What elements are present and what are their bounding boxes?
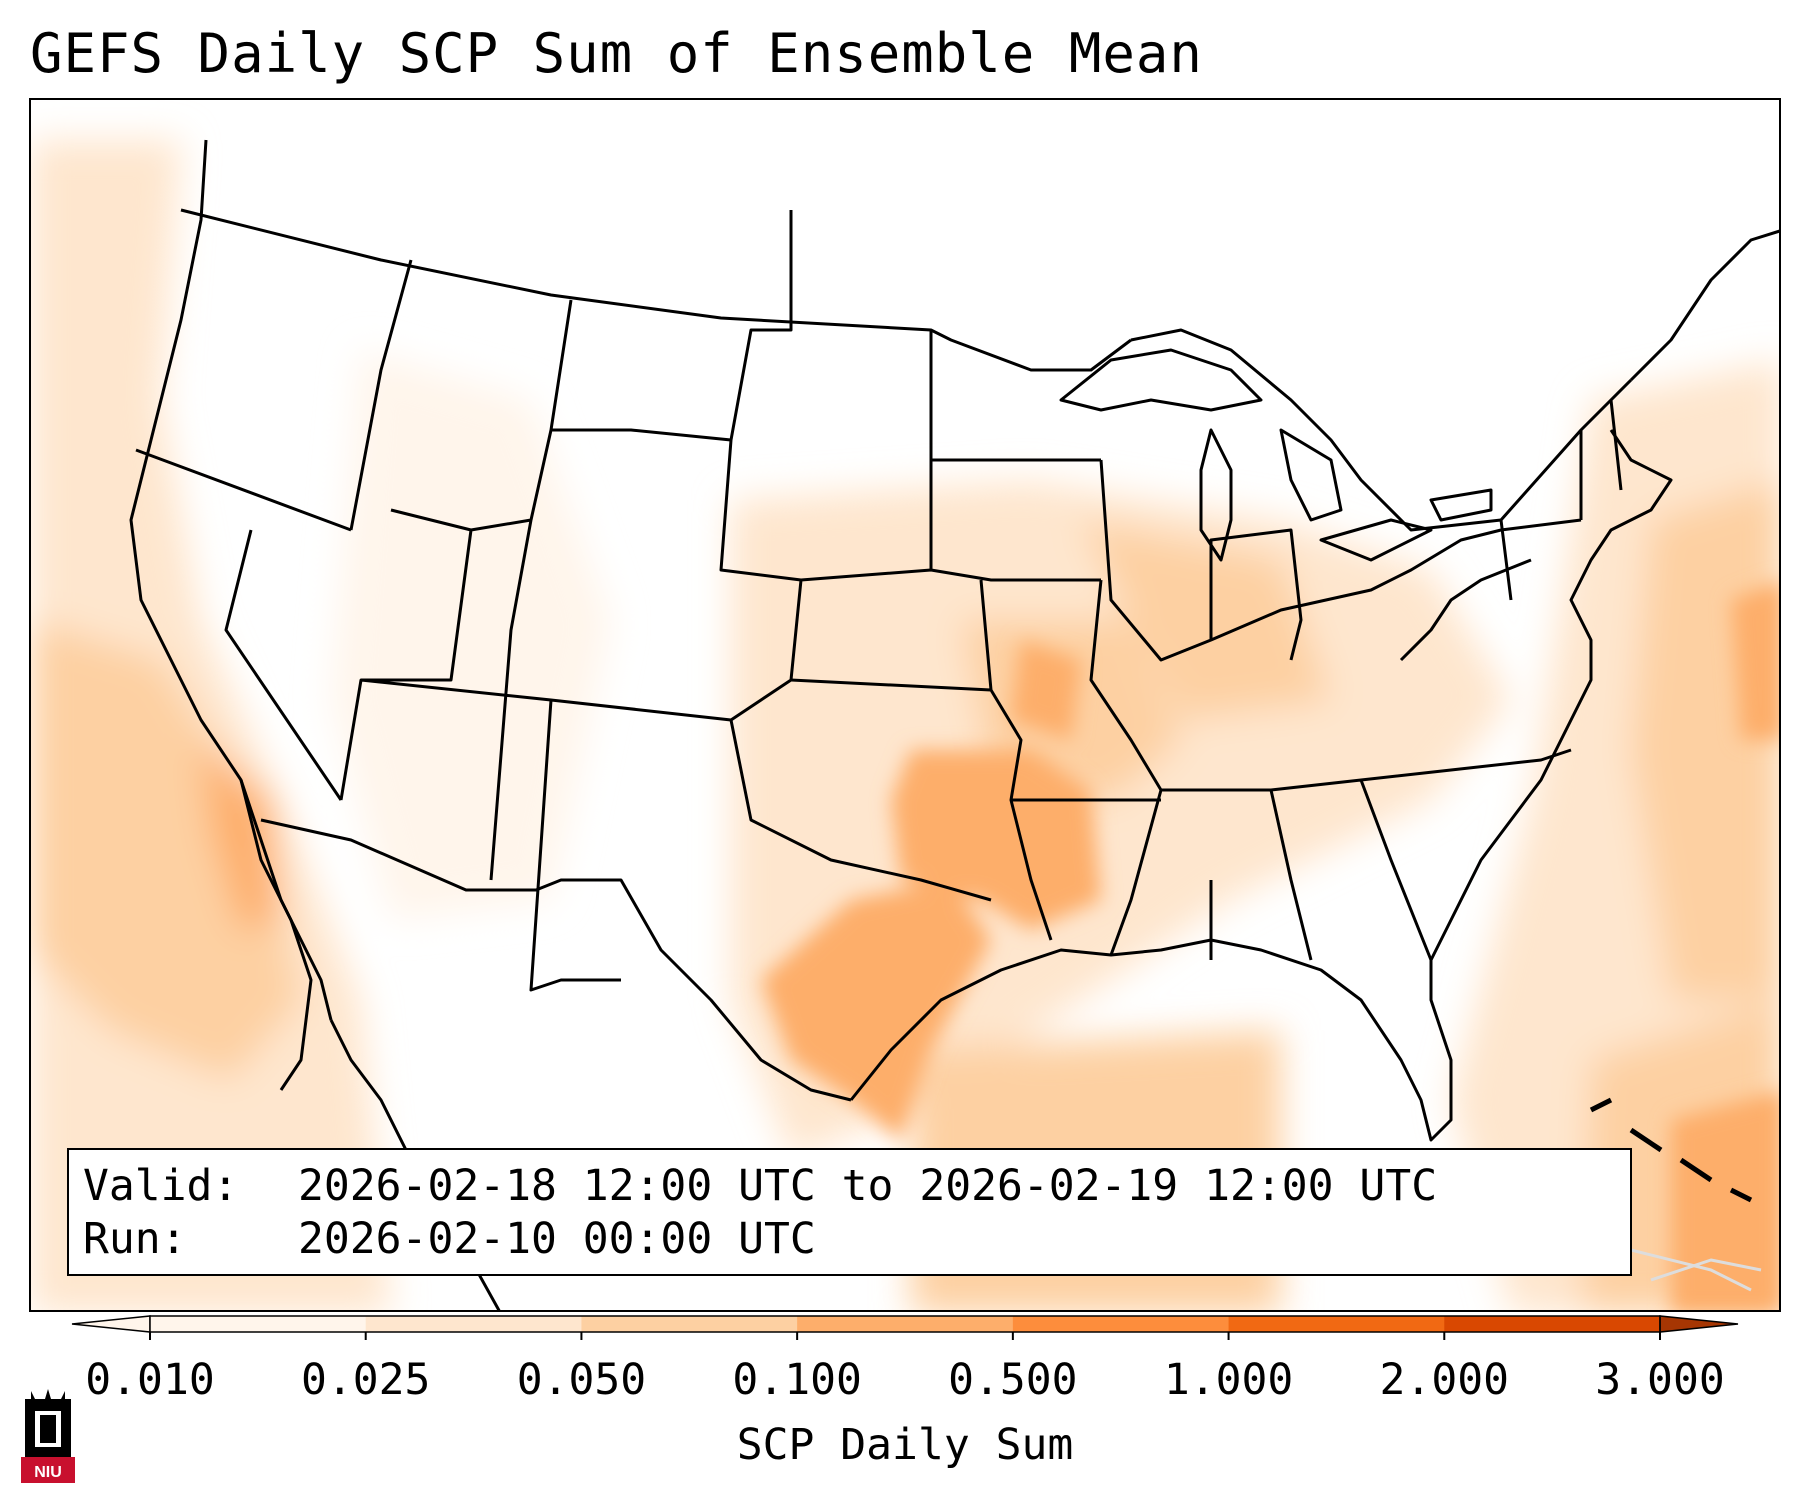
logo-band xyxy=(21,1457,75,1483)
scp-shading xyxy=(31,140,1779,1310)
colorbar-extend-high xyxy=(1659,1315,1739,1333)
shade-socal-core xyxy=(201,740,281,930)
shade-missouri-core xyxy=(1011,640,1081,740)
scp-field-map xyxy=(31,139,1779,1310)
baja-peninsula xyxy=(239,779,313,1091)
colorbar-tick-label: 0.050 xyxy=(516,1355,647,1405)
state-lines-east xyxy=(1099,399,1623,961)
lake-michigan xyxy=(1199,428,1233,562)
shade-atlantic-spot xyxy=(1731,581,1779,740)
colorbar-segment xyxy=(1228,1316,1445,1332)
bahamas-islands xyxy=(1589,1097,1753,1203)
valid-run-info-box: Valid: 2026-02-18 12:00 UTC to 2026-02-19… xyxy=(67,1148,1632,1276)
gulf-coastline xyxy=(849,938,1453,1142)
shade-socal-offshore xyxy=(31,620,301,1080)
colorbar-tick-label: 0.010 xyxy=(85,1355,215,1405)
colorbar-outline xyxy=(149,1315,1661,1333)
colorbar-segment xyxy=(365,1316,582,1332)
run-value: 2026-02-10 00:00 UTC xyxy=(298,1214,816,1264)
colorbar-segments xyxy=(71,1315,1739,1333)
colorbar-segment xyxy=(1012,1316,1230,1332)
shade-midwest xyxy=(1081,520,1331,720)
logo-text: NIU xyxy=(34,1464,62,1481)
us-mexico-border xyxy=(260,818,852,1102)
lake-superior xyxy=(1059,348,1263,412)
map-panel xyxy=(29,98,1781,1312)
lake-erie xyxy=(1319,518,1433,562)
state-lines-central xyxy=(729,330,1163,956)
colorbar-tick-label: 2.000 xyxy=(1379,1355,1510,1405)
valid-value: 2026-02-18 12:00 UTC to 2026-02-19 12:00… xyxy=(298,1161,1438,1211)
colorbar-tick-label: 1.000 xyxy=(1163,1355,1294,1405)
colorbar-tick-label: 3.000 xyxy=(1595,1355,1725,1405)
niu-logo: NIU xyxy=(21,1389,75,1483)
colorbar-tick-label: 0.025 xyxy=(300,1355,431,1405)
colorbar-label: SCP Daily Sum xyxy=(736,1420,1074,1470)
colorbar-ticks xyxy=(149,1332,1661,1340)
shade-west-interior xyxy=(331,350,611,920)
colorbar-segment xyxy=(1444,1316,1661,1332)
colorbar-extend-low xyxy=(71,1315,151,1333)
shade-caribbean-core xyxy=(1671,1091,1779,1310)
atlantic-coastline xyxy=(1429,429,1673,961)
hispaniola-island xyxy=(1650,1258,1762,1282)
maine-coast xyxy=(1629,229,1779,382)
lake-ontario xyxy=(1429,488,1493,522)
valid-label: Valid: xyxy=(83,1161,239,1211)
us-canada-border xyxy=(180,208,1132,372)
colorbar-segment xyxy=(150,1316,367,1332)
lake-huron xyxy=(1279,428,1343,522)
great-lakes-border xyxy=(1130,328,1633,532)
map-title: GEFS Daily SCP Sum of Ensemble Mean xyxy=(30,22,1203,85)
colorbar-tick-label: 0.500 xyxy=(948,1355,1078,1405)
colorbar xyxy=(71,1315,1739,1340)
colorbar-segment xyxy=(581,1316,798,1332)
colorbar-tick-label: 0.100 xyxy=(732,1355,862,1405)
run-label: Run: xyxy=(83,1214,187,1264)
colorbar-segment xyxy=(797,1316,1014,1332)
shade-central-texas xyxy=(761,880,991,1140)
logo-window-bar xyxy=(40,1415,56,1443)
